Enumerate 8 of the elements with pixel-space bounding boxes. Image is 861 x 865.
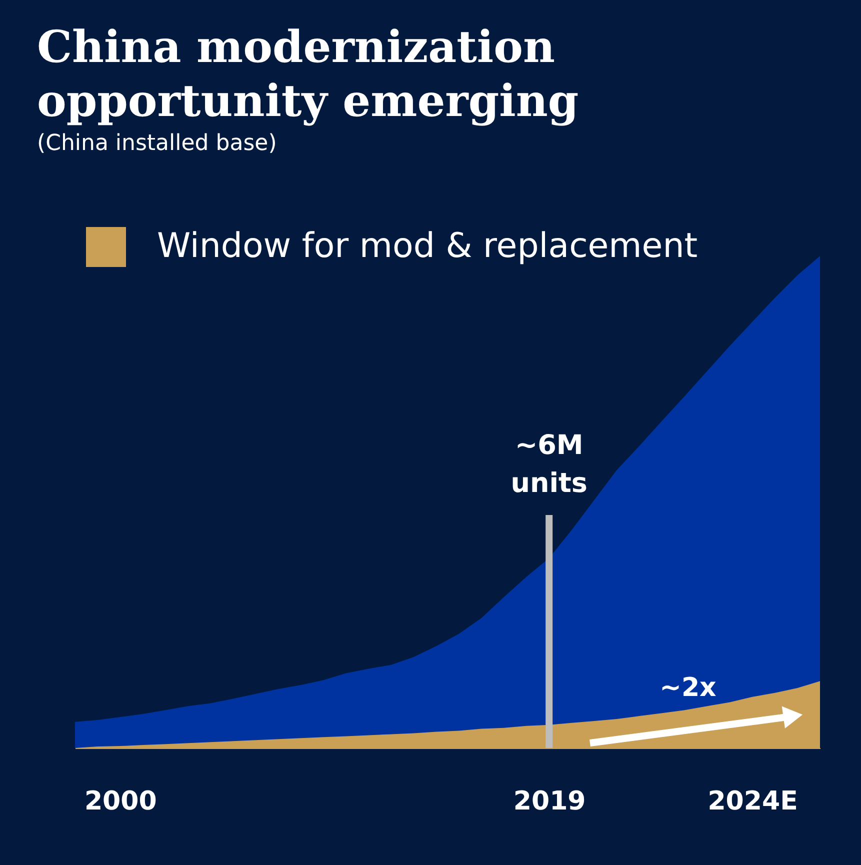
legend-label: Window for mod & replacement [157,226,698,266]
ref-line-label: ~6M units [510,430,588,499]
annotation: ~2x [660,673,717,703]
chart-title: China modernization opportunity emerging [37,22,579,127]
x-tick-label: 2019 [513,786,586,816]
x-tick-label: 2024E [708,786,798,816]
chart-subtitle: (China installed base) [37,131,277,156]
x-tick-label: 2000 [84,786,157,816]
